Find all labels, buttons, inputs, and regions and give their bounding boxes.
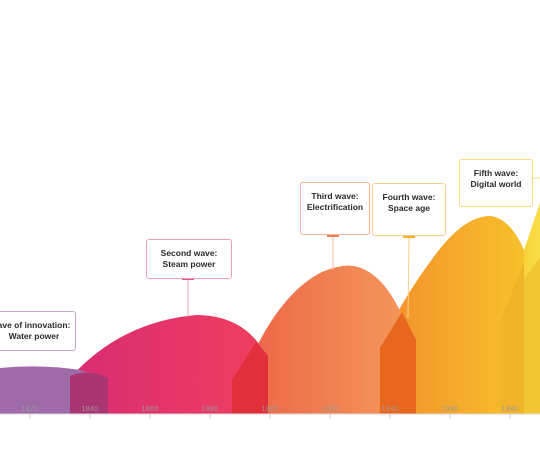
axis-tick-label: 1860 [142,406,159,413]
wave-second-tail [232,342,268,414]
callout-third-wave: Third wave: Electrification [300,182,370,235]
axis-tick-label: 1960 [442,406,459,413]
axis-tick-label: 1920 [322,406,339,413]
callout-fifth-title: Fifth wave: [473,168,519,178]
callout-second-subtitle: Steam power [162,259,216,269]
axis-tick-label: 1980 [502,406,519,413]
axis-ticks: 1820 1840 1860 1880 1900 1920 1940 1960 1980 [22,406,519,418]
axis-tick-label: 1840 [82,406,99,413]
callout-second-wave: Second wave: Steam power [146,239,232,279]
callout-first-wave: ave of innovation: Water power [0,311,76,351]
axis-tick-label: 1900 [262,406,279,413]
wave-first [0,366,108,414]
wave-third-tail [380,312,416,414]
wave-third [258,265,416,414]
callout-third-title: Third wave: [311,191,359,201]
callout-fourth-title: Fourth wave: [382,192,436,202]
wave-second [70,315,268,414]
axis-tick-label: 1880 [202,406,219,413]
callout-fifth-subtitle: Digital world [470,179,522,189]
wave-fourth-tail [500,262,524,414]
callout-first-title: ave of innovation: [0,320,71,330]
callout-fifth-wave: Fifth wave: Digital world [459,159,533,207]
callout-first-subtitle: Water power [8,331,60,341]
wave-second-body [70,315,268,414]
wave-third-body [258,265,416,414]
axis-tick-label: 1820 [22,406,39,413]
callout-second-title: Second wave: [160,248,218,258]
wave-first-tail [70,372,108,414]
callout-fourth-subtitle: Space age [387,203,431,213]
callout-third-subtitle: Electrification [306,202,364,212]
axis-tick-label: 1940 [382,406,399,413]
wave-fifth-tail [522,258,540,414]
callout-fourth-wave: Fourth wave: Space age [372,183,446,236]
